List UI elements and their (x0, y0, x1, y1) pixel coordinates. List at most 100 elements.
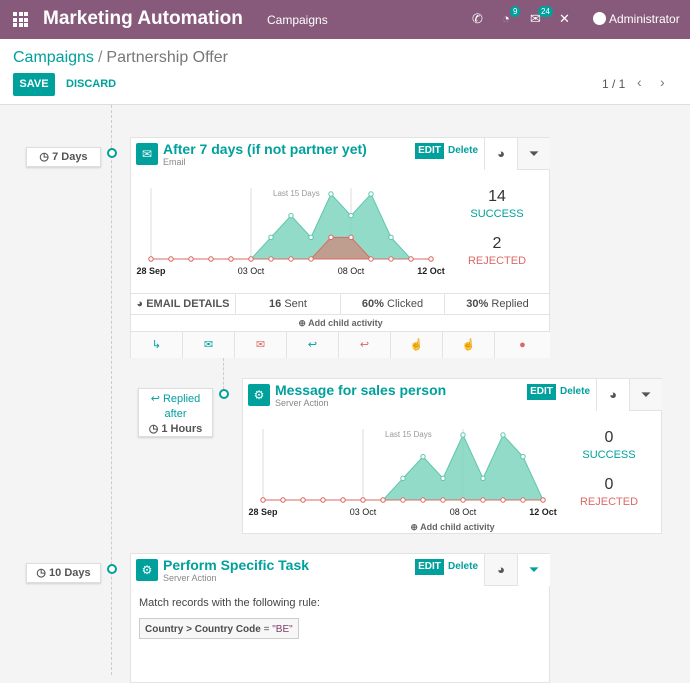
pager-previous-icon[interactable]: ‹ (637, 74, 642, 90)
success-count: 14 (488, 188, 506, 205)
chart-point (388, 234, 394, 241)
mail-not-opened-icon[interactable]: ✉ (235, 332, 287, 358)
breadcrumb-current: Partnership Offer (106, 49, 228, 66)
reply-trigger: ↩ Replied (150, 393, 201, 405)
chart-point (500, 497, 506, 503)
delete-button[interactable]: Delete (448, 561, 479, 572)
email-icon: ✉ (136, 143, 158, 165)
add-child-activity[interactable]: ⊕ Add child activity (410, 522, 495, 532)
clicked-stat[interactable]: 60% Clicked (341, 294, 445, 314)
menu-campaigns[interactable]: Campaigns (267, 13, 328, 27)
mail-replied-icon[interactable]: ↩ (287, 332, 339, 358)
mail-not-replied-icon[interactable]: ↩ (339, 332, 391, 358)
timeline-node (219, 389, 229, 399)
chart-point (188, 256, 194, 262)
chart-area-series (151, 193, 431, 260)
after-mail-icon[interactable]: ↳ (131, 332, 183, 358)
phone-icon[interactable]: ✆ (472, 11, 483, 26)
activity-chart: Last 15 Days 28 Sep 03 Oct 08 Oct 12 Oct (248, 429, 557, 517)
activity-type: Server Action (275, 398, 329, 408)
avatar (593, 12, 606, 25)
chart-x-tick-label: 08 Oct (450, 507, 477, 517)
chart-point (480, 497, 486, 503)
chart-point (408, 256, 414, 262)
save-button[interactable]: SAVE (13, 73, 55, 96)
add-child-activity[interactable]: ⊕ Add child activity (298, 318, 383, 328)
chart-point (520, 453, 526, 460)
chart-point (420, 497, 426, 503)
chart-point (420, 453, 426, 460)
mail-bounced-icon[interactable]: ● (519, 339, 526, 351)
rule-operator: = (263, 624, 270, 635)
chart-point (500, 432, 506, 438)
apps-menu-icon[interactable] (13, 12, 28, 27)
edit-button[interactable]: EDIT (527, 384, 556, 400)
chart-point (460, 432, 466, 438)
breadcrumb-campaigns[interactable]: Campaigns (13, 49, 94, 66)
activity-title[interactable]: Message for sales person (275, 382, 447, 398)
rejected-count: 2 (492, 235, 502, 252)
chart-point (208, 256, 214, 262)
app-name: Marketing Automation (43, 8, 243, 29)
chart-point (520, 497, 526, 503)
filter-tab-icon[interactable]: ⏷ (629, 379, 662, 411)
discard-button[interactable]: DISCARD (66, 78, 117, 90)
mail-opened-icon[interactable]: ✉ (183, 332, 235, 358)
chart-point (268, 256, 274, 262)
domain-rule[interactable]: Country > Country Code = "BE" (139, 618, 299, 639)
chart-caption: Last 15 Days (385, 430, 432, 439)
chart-point (280, 497, 286, 503)
chart-area-series (263, 433, 544, 501)
activity-type: Server Action (163, 573, 217, 583)
timeline-node (107, 564, 117, 574)
replied-stat[interactable]: 30% Replied (466, 298, 529, 310)
filter-tab-icon[interactable]: ⏷ (517, 138, 550, 170)
sent-stat[interactable]: 16 Sent (236, 294, 341, 314)
chart-point (368, 191, 374, 197)
chart-point (300, 497, 306, 503)
chart-point (288, 212, 294, 219)
pager-value[interactable]: 1 / 1 (602, 77, 626, 91)
chart-point (460, 497, 466, 503)
activity-card: ⚙ Message for sales person Server Action… (242, 378, 662, 534)
edit-button[interactable]: EDIT (415, 143, 444, 159)
timeline-line (111, 105, 112, 675)
delete-button[interactable]: Delete (560, 386, 591, 397)
user-menu[interactable]: Administrator (593, 12, 680, 26)
chart-point (388, 256, 394, 262)
mail-not-clicked-icon[interactable]: ☝ (443, 332, 495, 358)
activity-icon[interactable]: ◔ 9 (502, 6, 521, 26)
messages-icon[interactable]: ✉ 24 (530, 6, 553, 27)
chart-x-tick-label: 28 Sep (136, 266, 166, 276)
rejected-count: 0 (604, 476, 614, 493)
rule-description: Match records with the following rule: (139, 597, 320, 609)
rule-value: "BE" (272, 624, 293, 635)
chart-x-tick-label: 08 Oct (338, 266, 365, 276)
chart-point (348, 234, 354, 241)
debug-tools-icon[interactable]: ✕ (559, 11, 570, 26)
timeline-node (107, 148, 117, 158)
chart-point (368, 256, 374, 262)
graph-tab-pie-icon[interactable]: ◕ (484, 554, 517, 586)
chart-point (440, 497, 446, 503)
chart-point (168, 256, 174, 262)
activity-title[interactable]: After 7 days (if not partner yet) (163, 141, 367, 157)
pager-next-icon[interactable]: › (660, 74, 665, 90)
graph-tab-pie-icon[interactable]: ◕ (484, 138, 517, 170)
delete-button[interactable]: Delete (448, 145, 479, 156)
chart-x-tick-label: 28 Sep (248, 507, 278, 517)
chart-point (288, 256, 294, 262)
chart-point (328, 191, 334, 197)
chart-point (428, 256, 434, 262)
graph-tab-pie-icon[interactable]: ◕ (596, 379, 629, 411)
activity-title[interactable]: Perform Specific Task (163, 557, 310, 573)
success-stat: 0 SUCCESS (574, 429, 644, 461)
trigger-after-label: after (164, 408, 187, 420)
edit-button[interactable]: EDIT (415, 559, 444, 575)
email-details-row: ◕ EMAIL DETAILS 16 Sent 60% Clicked 30% … (131, 293, 550, 315)
success-label: SUCCESS (470, 208, 524, 220)
success-label: SUCCESS (582, 449, 636, 461)
filter-tab-icon[interactable]: ⏷ (517, 554, 550, 586)
chart-point (440, 475, 446, 482)
mail-clicked-icon[interactable]: ☝ (391, 332, 443, 358)
